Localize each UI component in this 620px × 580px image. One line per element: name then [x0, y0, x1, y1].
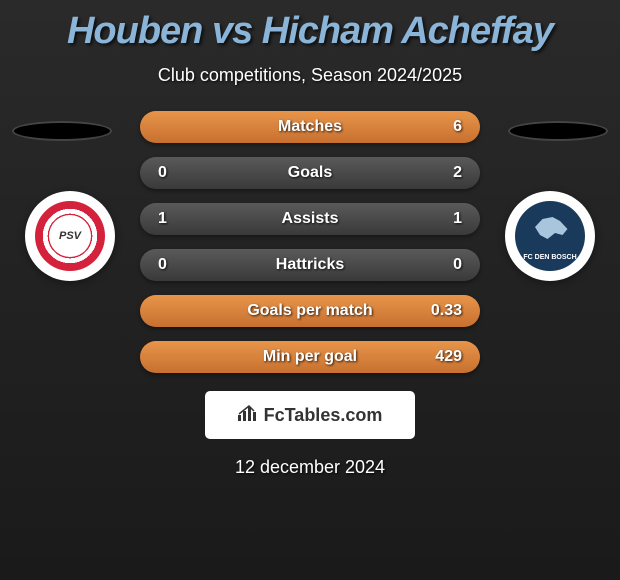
stat-label: Matches: [278, 118, 342, 136]
stat-right-value: 0.33: [431, 302, 462, 320]
psv-badge-text: PSV: [49, 215, 91, 257]
stat-left-value: 0: [158, 164, 167, 182]
page-title: Houben vs Hicham Acheffay: [0, 10, 620, 53]
denbosch-badge-text: FC DEN BOSCH: [523, 254, 576, 261]
left-team-badge: PSV: [25, 191, 115, 281]
stat-label: Goals: [288, 164, 332, 182]
stat-right-value: 6: [453, 118, 462, 136]
stat-right-value: 429: [435, 348, 462, 366]
stat-row-hattricks: 0 Hattricks 0: [140, 249, 480, 281]
stat-right-value: 0: [453, 256, 462, 274]
left-ellipse-decoration: [12, 121, 112, 141]
stats-area: PSV FC DEN BOSCH Matches 6 0 Goals 2: [0, 111, 620, 391]
denbosch-badge-graphic: FC DEN BOSCH: [515, 201, 585, 271]
subtitle: Club competitions, Season 2024/2025: [0, 65, 620, 86]
stat-label: Goals per match: [247, 302, 372, 320]
stat-right-value: 1: [453, 210, 462, 228]
denbosch-badge-inner: FC DEN BOSCH: [523, 211, 576, 261]
stat-row-matches: Matches 6: [140, 111, 480, 143]
stat-label: Min per goal: [263, 348, 357, 366]
stats-rows-container: Matches 6 0 Goals 2 1 Assists 1 0 Hattri…: [140, 111, 480, 373]
main-container: Houben vs Hicham Acheffay Club competiti…: [0, 0, 620, 478]
dragon-icon: [525, 211, 575, 251]
stat-label: Assists: [282, 210, 339, 228]
footer-date: 12 december 2024: [0, 457, 620, 478]
stat-row-assists: 1 Assists 1: [140, 203, 480, 235]
chart-icon: [238, 405, 258, 426]
psv-badge-graphic: PSV: [35, 201, 105, 271]
stat-row-goals-per-match: Goals per match 0.33: [140, 295, 480, 327]
stat-label: Hattricks: [276, 256, 344, 274]
stat-right-value: 2: [453, 164, 462, 182]
stat-row-min-per-goal: Min per goal 429: [140, 341, 480, 373]
stat-row-goals: 0 Goals 2: [140, 157, 480, 189]
right-team-badge: FC DEN BOSCH: [505, 191, 595, 281]
stat-left-value: 1: [158, 210, 167, 228]
stat-left-value: 0: [158, 256, 167, 274]
footer-brand-text: FcTables.com: [264, 405, 383, 426]
right-ellipse-decoration: [508, 121, 608, 141]
footer-brand-badge[interactable]: FcTables.com: [205, 391, 415, 439]
